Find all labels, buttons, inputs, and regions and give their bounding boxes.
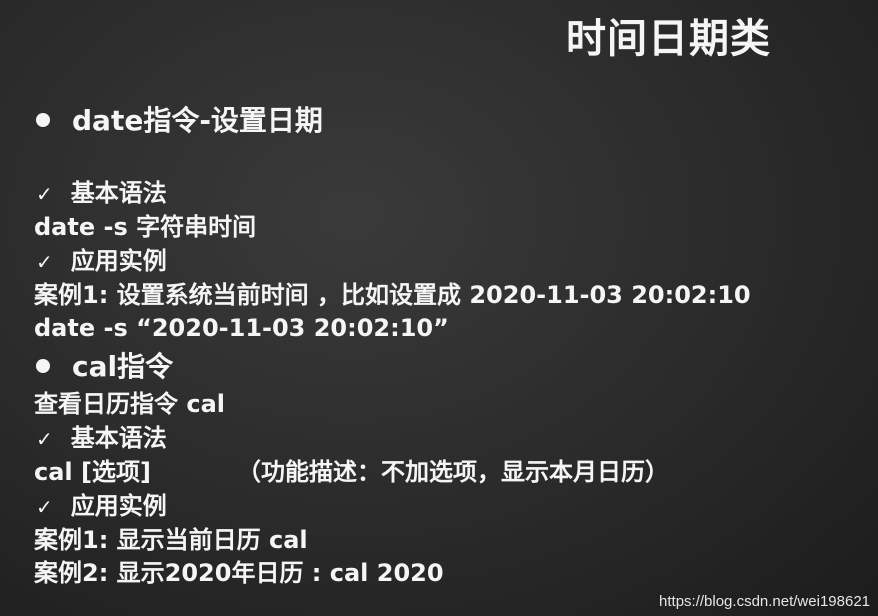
date-section-heading: date指令-设置日期: [72, 104, 323, 137]
date-example-description: 案例1: 设置系统当前时间 ，比如设置成 2020-11-03 20:02:10: [34, 281, 751, 309]
cal-syntax-command: cal [选项]: [34, 458, 151, 486]
cal-section-heading: cal指令: [72, 350, 174, 383]
checkmark-icon: ✓: [36, 250, 53, 274]
cal-example-label: 应用实例: [70, 492, 167, 520]
bullet-icon: [36, 113, 50, 127]
bullet-icon: [36, 359, 50, 373]
date-syntax-label-row: ✓ 基本语法: [36, 178, 167, 209]
cal-example-label-row: ✓ 应用实例: [36, 491, 167, 522]
date-syntax-command: date -s 字符串时间: [34, 213, 257, 241]
date-section-heading-row: date指令-设置日期: [36, 106, 323, 136]
cal-syntax-note: （功能描述：不加选项，显示本月日历）: [236, 458, 669, 486]
cal-example-2: 案例2: 显示2020年日历 : cal 2020: [34, 559, 444, 587]
cal-syntax-row: cal [选项] （功能描述：不加选项，显示本月日历）: [34, 457, 669, 487]
date-syntax-label: 基本语法: [70, 179, 167, 207]
cal-description: 查看日历指令 cal: [34, 390, 226, 418]
checkmark-icon: ✓: [36, 182, 53, 206]
cal-section-heading-row: cal指令: [36, 352, 173, 382]
checkmark-icon: ✓: [36, 495, 53, 519]
date-example-label-row: ✓ 应用实例: [36, 246, 167, 277]
slide-title: 时间日期类: [566, 16, 771, 62]
watermark-url: https://blog.csdn.net/wei198621: [659, 593, 870, 610]
cal-syntax-label-row: ✓ 基本语法: [36, 423, 167, 454]
date-example-label: 应用实例: [70, 247, 167, 275]
checkmark-icon: ✓: [36, 427, 53, 451]
cal-example-1: 案例1: 显示当前日历 cal: [34, 526, 308, 554]
cal-syntax-label: 基本语法: [70, 424, 167, 452]
date-example-command: date -s “2020-11-03 20:02:10”: [34, 314, 449, 342]
